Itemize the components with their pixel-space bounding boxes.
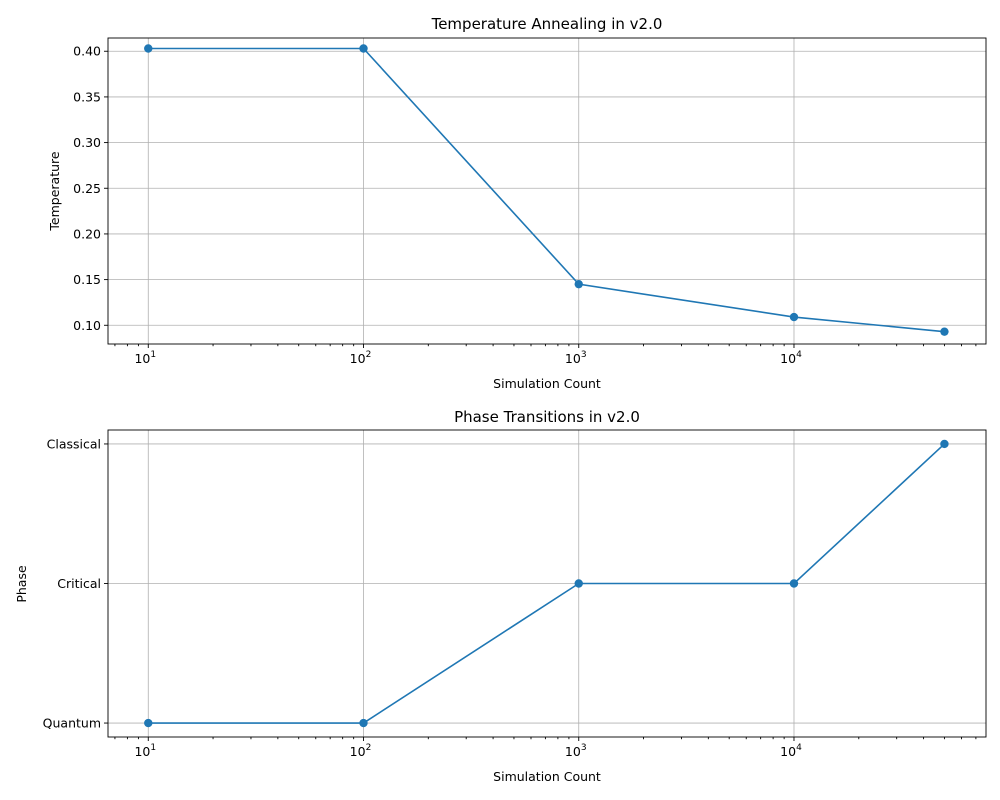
grid — [108, 430, 986, 737]
chart-title: Phase Transitions in v2.0 — [454, 408, 640, 426]
data-point — [789, 312, 799, 322]
y-tick-label: 0.35 — [73, 89, 101, 104]
y-tick-label: Critical — [57, 576, 101, 591]
x-tick-label: 102 — [350, 743, 372, 759]
y-axis-label: Phase — [14, 565, 29, 603]
y-ticks: Quantum Critical Classical — [43, 436, 108, 731]
x-axis-label: Simulation Count — [493, 769, 601, 784]
phase-chart: Phase Transitions in v2.0 Simulation Cou… — [14, 408, 987, 784]
x-tick-label: 104 — [780, 743, 802, 759]
x-tick-label: 101 — [134, 743, 156, 759]
y-tick-label: 0.20 — [73, 226, 101, 241]
data-point — [144, 718, 153, 728]
x-ticks: 101 102 103 104 — [114, 344, 977, 366]
y-tick-label: 0.30 — [73, 135, 101, 150]
x-tick-label: 104 — [780, 350, 802, 366]
data-point — [359, 44, 368, 53]
data-point — [144, 44, 153, 53]
y-tick-label: Quantum — [43, 716, 101, 731]
temperature-chart: Temperature Annealing in v2.0 Simulation… — [47, 15, 987, 391]
x-tick-label: 103 — [565, 350, 587, 366]
plot-frame — [107, 429, 987, 738]
y-tick-label: 0.25 — [73, 181, 101, 196]
data-point — [359, 718, 368, 728]
y-ticks: 0.10 0.15 0.20 0.25 0.30 0.35 0.40 — [73, 44, 108, 333]
plot-frame — [107, 37, 987, 345]
data-point — [940, 327, 949, 336]
data-point — [574, 579, 583, 588]
x-ticks: 101 102 103 104 — [114, 737, 977, 759]
x-tick-label: 103 — [565, 743, 587, 759]
x-axis-label: Simulation Count — [493, 376, 601, 391]
grid — [108, 38, 986, 344]
y-tick-label: 0.40 — [73, 44, 101, 59]
data-point — [574, 279, 583, 289]
data-point — [940, 439, 949, 449]
y-tick-label: 0.10 — [73, 318, 101, 333]
series-line — [148, 47, 945, 333]
series — [144, 44, 949, 336]
x-tick-label: 102 — [350, 350, 372, 366]
series — [144, 439, 949, 728]
y-axis-label: Temperature — [47, 151, 62, 231]
y-tick-label: Classical — [47, 436, 101, 451]
y-tick-label: 0.15 — [73, 272, 101, 287]
data-point — [789, 579, 799, 588]
x-tick-label: 101 — [134, 350, 156, 366]
chart-title: Temperature Annealing in v2.0 — [431, 15, 663, 33]
